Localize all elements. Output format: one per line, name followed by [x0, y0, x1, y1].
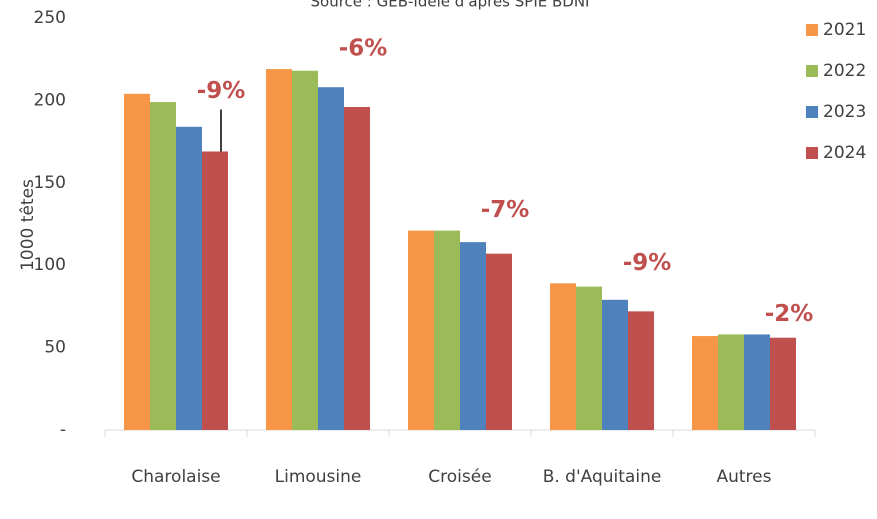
bar	[344, 106, 370, 430]
bar	[202, 151, 228, 430]
y-tick-label: 250	[34, 8, 66, 28]
y-axis-title: 1000 têtes	[18, 179, 38, 271]
annotation: -6%	[339, 36, 388, 62]
bar	[176, 126, 202, 430]
bar	[692, 336, 718, 430]
legend-swatch	[806, 24, 818, 36]
bar	[434, 230, 460, 430]
legend-label: 2022	[823, 61, 866, 81]
bar	[718, 334, 744, 430]
bar	[628, 311, 654, 430]
bar	[602, 299, 628, 430]
bar	[150, 102, 176, 430]
annotation: -9%	[197, 78, 246, 104]
y-tick-label: 100	[34, 255, 66, 275]
bar	[318, 87, 344, 430]
annotation: -2%	[765, 301, 814, 327]
legend-label: 2023	[823, 102, 866, 122]
legend-swatch	[806, 106, 818, 118]
subtitle: Source : GEB-Idele d'après SPIE BDNI	[311, 0, 590, 11]
x-tick-label: Charolaise	[131, 467, 221, 487]
x-tick-label: Limousine	[274, 467, 362, 487]
x-tick-label: Croisée	[428, 467, 492, 487]
bar	[124, 93, 150, 431]
x-tick-label: B. d'Aquitaine	[542, 467, 662, 487]
bar	[550, 283, 576, 430]
bar	[460, 242, 486, 430]
y-tick-label: 50	[44, 338, 66, 358]
annotation: -7%	[481, 197, 530, 223]
bar	[770, 337, 796, 430]
x-tick-label: Autres	[716, 467, 772, 487]
annotation: -9%	[623, 250, 672, 276]
legend-label: 2024	[823, 143, 866, 163]
bar	[266, 69, 292, 430]
y-tick-label: 200	[34, 90, 66, 110]
legend-label: 2021	[823, 20, 866, 40]
bar	[744, 334, 770, 430]
legend-swatch	[806, 65, 818, 77]
y-tick-label: 150	[34, 173, 66, 193]
y-tick-label: -	[60, 420, 66, 440]
bar	[486, 253, 512, 430]
bar	[408, 230, 434, 430]
bar	[292, 70, 318, 431]
bar	[576, 286, 602, 430]
legend-swatch	[806, 147, 818, 159]
